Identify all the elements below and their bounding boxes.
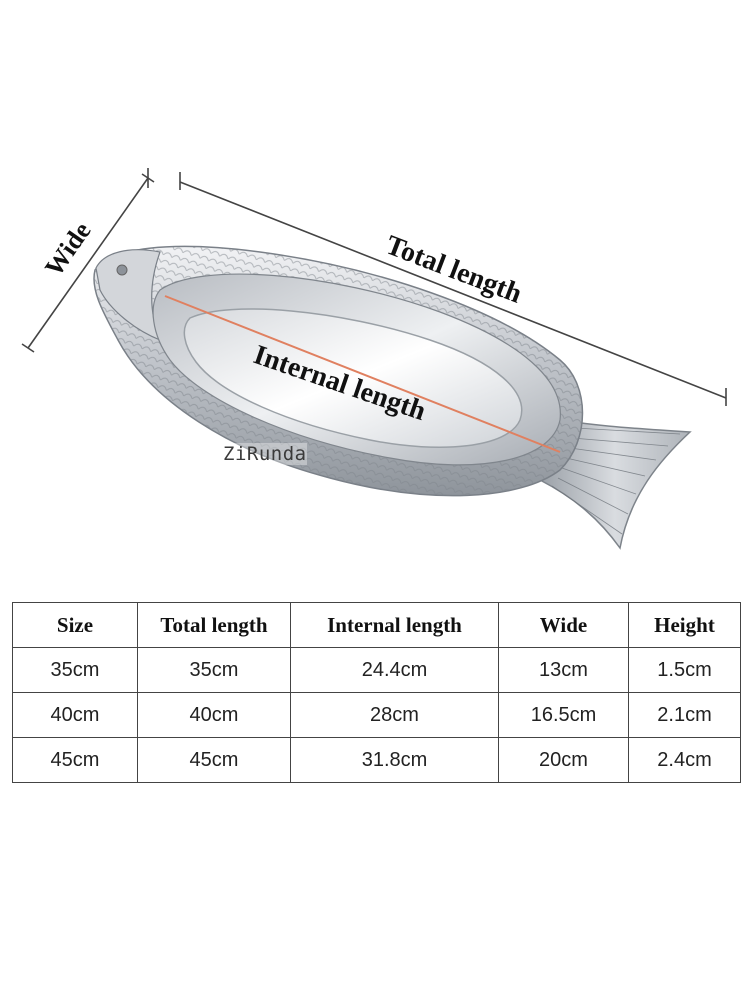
cell-size: 45cm — [12, 737, 138, 783]
cell-internal-length: 31.8cm — [290, 737, 499, 783]
cell-height: 2.4cm — [628, 737, 741, 783]
wide-label: Wide — [39, 217, 96, 282]
header-total-length: Total length — [137, 602, 291, 648]
cell-height: 1.5cm — [628, 647, 741, 693]
plate-tail — [539, 417, 692, 550]
cell-wide: 13cm — [498, 647, 629, 693]
cell-total-length: 35cm — [137, 647, 291, 693]
plate-head — [95, 249, 162, 342]
header-height: Height — [628, 602, 741, 648]
table-row: 45cm 45cm 31.8cm 20cm 2.4cm — [12, 737, 741, 783]
header-size: Size — [12, 602, 138, 648]
table-header-row: Size Total length Internal length Wide H… — [12, 602, 741, 648]
cell-internal-length: 24.4cm — [290, 647, 499, 693]
table-row: 40cm 40cm 28cm 16.5cm 2.1cm — [12, 692, 741, 738]
cell-wide: 16.5cm — [498, 692, 629, 738]
cell-total-length: 40cm — [137, 692, 291, 738]
plate-floor — [183, 308, 523, 449]
cell-total-length: 45cm — [137, 737, 291, 783]
fish-plate — [93, 245, 692, 550]
cell-size: 35cm — [12, 647, 138, 693]
table-row: 35cm 35cm 24.4cm 13cm 1.5cm — [12, 647, 741, 693]
cell-wide: 20cm — [498, 737, 629, 783]
plate-eye — [116, 264, 128, 276]
fish-plate-diagram: Wide Total length — [21, 168, 727, 550]
watermark: ZiRunda — [223, 443, 307, 465]
cell-height: 2.1cm — [628, 692, 741, 738]
cell-size: 40cm — [12, 692, 138, 738]
cell-internal-length: 28cm — [290, 692, 499, 738]
header-internal-length: Internal length — [290, 602, 499, 648]
size-spec-table: Size Total length Internal length Wide H… — [12, 602, 741, 783]
header-wide: Wide — [498, 602, 629, 648]
